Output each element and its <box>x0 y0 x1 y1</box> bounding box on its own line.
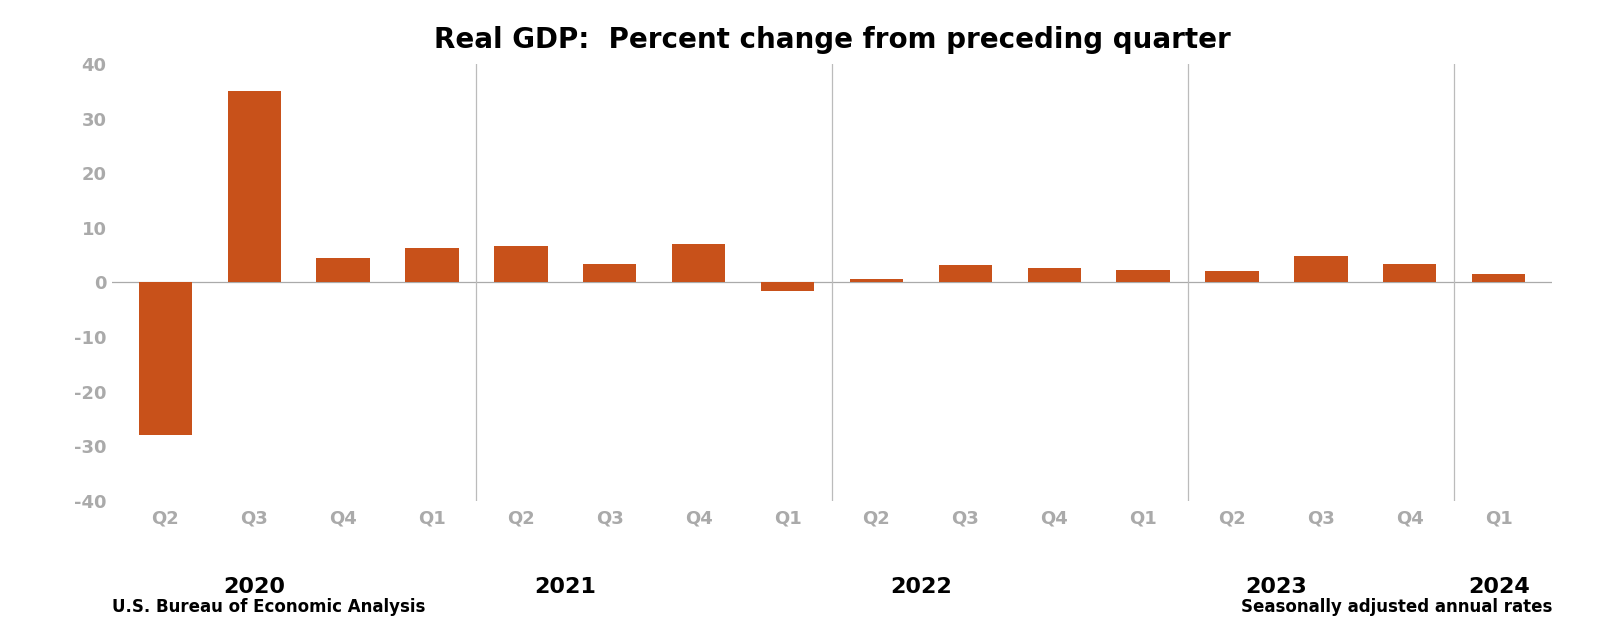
Text: U.S. Bureau of Economic Analysis: U.S. Bureau of Economic Analysis <box>112 598 426 616</box>
Bar <box>939 265 992 282</box>
Bar <box>582 264 637 282</box>
Bar <box>672 245 725 282</box>
Bar <box>494 246 547 282</box>
Bar <box>1472 273 1525 282</box>
Bar <box>227 92 282 282</box>
Bar <box>317 258 370 282</box>
Text: Seasonally adjusted annual rates: Seasonally adjusted annual rates <box>1240 598 1552 616</box>
Text: 2024: 2024 <box>1467 577 1530 597</box>
Bar <box>405 248 459 282</box>
Text: 2023: 2023 <box>1245 577 1307 597</box>
Bar <box>139 282 192 435</box>
Bar <box>1294 256 1347 282</box>
Bar <box>1382 264 1437 282</box>
Title: Real GDP:  Percent change from preceding quarter: Real GDP: Percent change from preceding … <box>434 26 1230 53</box>
Text: 2020: 2020 <box>224 577 285 597</box>
Bar <box>1205 271 1259 282</box>
Text: 2021: 2021 <box>534 577 597 597</box>
Bar <box>762 282 814 291</box>
Bar <box>850 279 902 282</box>
Text: 2022: 2022 <box>890 577 952 597</box>
Bar <box>1117 270 1170 282</box>
Bar <box>1027 268 1082 282</box>
